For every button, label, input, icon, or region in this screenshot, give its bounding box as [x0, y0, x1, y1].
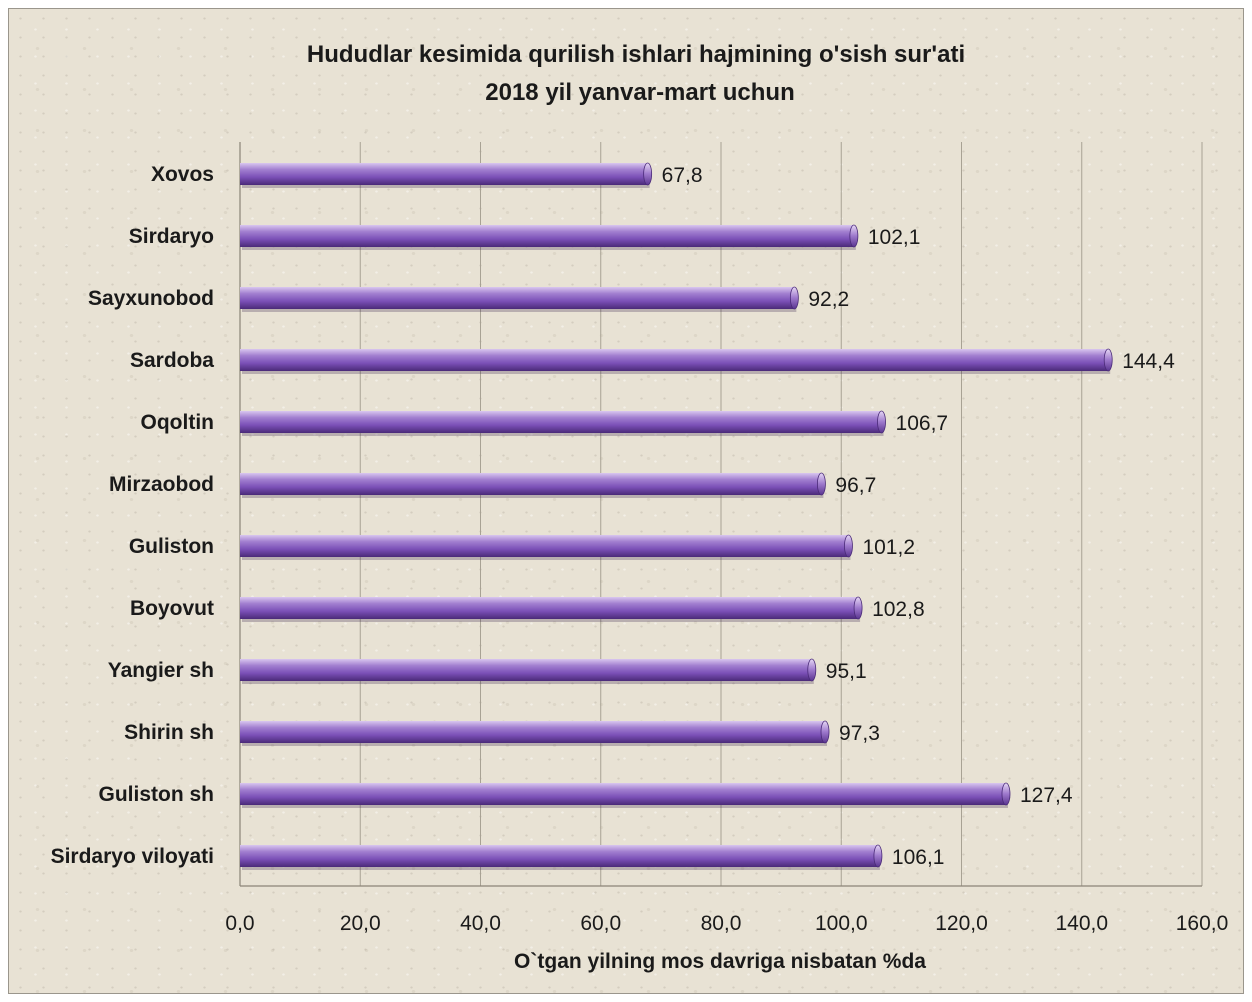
bar-12	[240, 844, 883, 870]
chart-title: Hududlar kesimida qurilish ishlari hajmi…	[307, 41, 965, 68]
bar-2	[240, 224, 859, 250]
value-label-8: 102,8	[872, 598, 925, 621]
category-label-5: Oqoltin	[141, 411, 214, 434]
category-label-4: Sardoba	[130, 349, 214, 372]
chart-subtitle: 2018 yil yanvar-mart uchun	[485, 79, 794, 106]
x-tick-label-4: 80,0	[701, 912, 742, 935]
bar-1	[240, 162, 653, 188]
bar-4	[240, 348, 1113, 374]
category-label-1: Xovos	[151, 163, 214, 186]
x-tick-label-8: 160,0	[1176, 912, 1229, 935]
x-tick-label-1: 20,0	[340, 912, 381, 935]
bar-11	[240, 782, 1011, 808]
category-label-12: Sirdaryo viloyati	[51, 845, 214, 868]
value-label-9: 95,1	[826, 660, 867, 683]
x-tick-label-6: 120,0	[935, 912, 988, 935]
bar-8	[240, 596, 863, 622]
bars	[240, 162, 1113, 870]
x-tick-label-2: 40,0	[460, 912, 501, 935]
labels: 0,0 20,0 40,0 60,0 80,0 100,0 120,0 140,0 160,0 X…	[51, 163, 1229, 935]
value-label-10: 97,3	[839, 722, 880, 745]
value-label-2: 102,1	[868, 226, 921, 249]
value-label-4: 144,4	[1122, 350, 1175, 373]
bar-5	[240, 410, 886, 436]
bar-3	[240, 286, 799, 312]
category-label-10: Shirin sh	[124, 721, 214, 744]
x-tick-label-7: 140,0	[1055, 912, 1108, 935]
value-label-6: 96,7	[835, 474, 876, 497]
value-label-3: 92,2	[808, 288, 849, 311]
value-label-11: 127,4	[1020, 784, 1073, 807]
bar-6	[240, 472, 826, 498]
gridlines	[239, 142, 1203, 887]
category-label-3: Sayxunobod	[88, 287, 214, 310]
value-label-1: 67,8	[662, 164, 703, 187]
category-label-11: Guliston sh	[99, 783, 215, 806]
value-label-5: 106,7	[896, 412, 949, 435]
value-label-7: 101,2	[862, 536, 915, 559]
bar-7	[240, 534, 853, 560]
category-label-7: Guliston	[129, 535, 214, 558]
category-label-2: Sirdaryo	[129, 225, 214, 248]
category-label-9: Yangier sh	[108, 659, 214, 682]
category-label-6: Mirzaobod	[109, 473, 214, 496]
x-tick-label-5: 100,0	[815, 912, 868, 935]
x-axis-title: O`tgan yilning mos davriga nisbatan %da	[514, 950, 926, 973]
bar-10	[240, 720, 830, 746]
category-label-8: Boyovut	[130, 597, 214, 620]
x-tick-label-0: 0,0	[225, 912, 254, 935]
x-tick-label-3: 60,0	[580, 912, 621, 935]
value-label-12: 106,1	[892, 846, 945, 869]
bar-9	[240, 658, 817, 684]
